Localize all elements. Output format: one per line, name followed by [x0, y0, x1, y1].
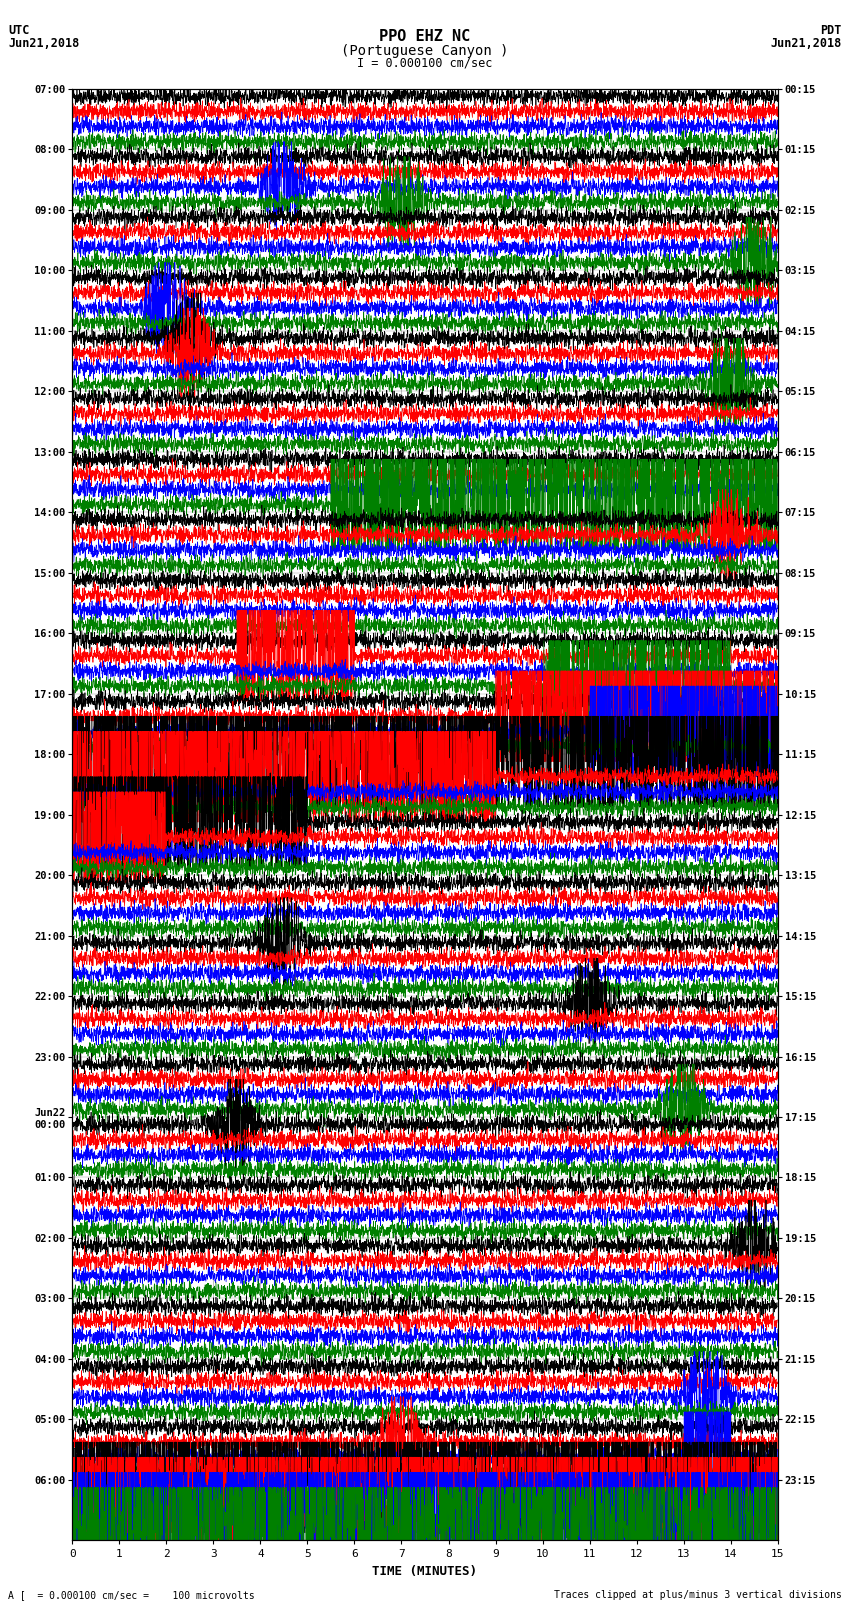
Text: Traces clipped at plus/minus 3 vertical divisions: Traces clipped at plus/minus 3 vertical … [553, 1590, 842, 1600]
Text: I = 0.000100 cm/sec: I = 0.000100 cm/sec [357, 56, 493, 69]
Text: Jun21,2018: Jun21,2018 [770, 37, 842, 50]
Text: Jun21,2018: Jun21,2018 [8, 37, 80, 50]
Text: PDT: PDT [820, 24, 842, 37]
Text: (Portuguese Canyon ): (Portuguese Canyon ) [341, 44, 509, 58]
Text: PPO EHZ NC: PPO EHZ NC [379, 29, 471, 44]
Text: A [  = 0.000100 cm/sec =    100 microvolts: A [ = 0.000100 cm/sec = 100 microvolts [8, 1590, 255, 1600]
Text: UTC: UTC [8, 24, 30, 37]
X-axis label: TIME (MINUTES): TIME (MINUTES) [372, 1565, 478, 1578]
